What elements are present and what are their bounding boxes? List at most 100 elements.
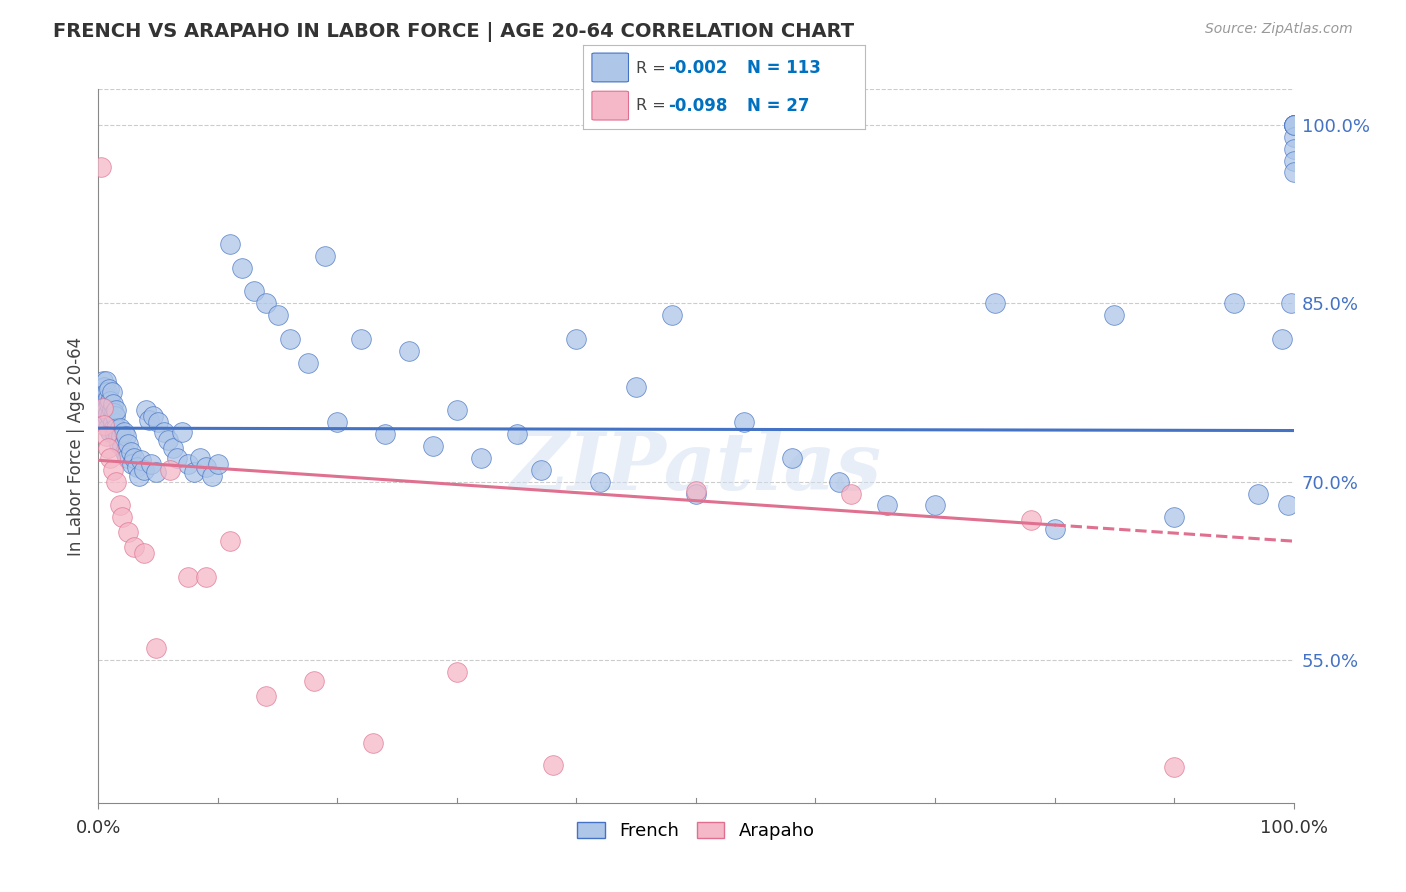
Point [115, 450, 138, 465]
Point [1282, 142, 1305, 156]
Point [94, 389, 117, 403]
Point [145, 465, 167, 479]
Point [138, 413, 160, 427]
Point [1282, 118, 1305, 132]
Point [828, 475, 851, 489]
Point [1247, 486, 1270, 500]
Point [94, 374, 117, 388]
Y-axis label: In Labor Force | Age 20-64: In Labor Force | Age 20-64 [66, 336, 84, 556]
Point [101, 463, 124, 477]
Point [103, 406, 125, 420]
Point [121, 457, 143, 471]
Point [124, 450, 146, 465]
Point [111, 439, 134, 453]
FancyBboxPatch shape [592, 91, 628, 120]
Point [97, 442, 120, 456]
Text: Source: ZipAtlas.com: Source: ZipAtlas.com [1205, 22, 1353, 37]
Point [350, 332, 373, 346]
Point [117, 436, 139, 450]
Point [363, 736, 385, 750]
Point [104, 427, 127, 442]
Point [422, 439, 444, 453]
Point [589, 475, 612, 489]
Point [685, 484, 707, 499]
FancyBboxPatch shape [592, 54, 628, 82]
Point [1277, 499, 1299, 513]
Point [93, 409, 115, 424]
Point [166, 450, 188, 465]
Point [1282, 118, 1305, 132]
Point [219, 534, 242, 549]
Point [780, 450, 803, 465]
Point [115, 429, 138, 443]
Point [91, 385, 114, 400]
Point [117, 524, 139, 539]
Point [148, 415, 170, 429]
Point [733, 415, 755, 429]
Point [446, 403, 468, 417]
Text: R =: R = [636, 61, 671, 76]
Point [162, 442, 184, 456]
Point [135, 403, 157, 417]
Point [626, 379, 648, 393]
Point [1282, 129, 1305, 144]
Point [108, 421, 131, 435]
Text: -0.098: -0.098 [668, 96, 727, 114]
Point [1043, 522, 1066, 536]
Point [159, 463, 181, 477]
Point [685, 486, 707, 500]
Point [326, 415, 349, 429]
Point [1163, 510, 1185, 524]
Text: FRENCH VS ARAPAHO IN LABOR FORCE | AGE 20-64 CORRELATION CHART: FRENCH VS ARAPAHO IN LABOR FORCE | AGE 2… [53, 22, 855, 42]
Point [1271, 332, 1294, 346]
Point [142, 409, 165, 424]
Point [131, 453, 153, 467]
Point [94, 415, 117, 429]
Point [91, 409, 114, 424]
Point [177, 457, 200, 471]
Point [100, 385, 122, 400]
Text: -0.002: -0.002 [668, 60, 727, 78]
Point [1282, 153, 1305, 168]
Point [565, 332, 588, 346]
Text: N = 27: N = 27 [747, 96, 808, 114]
Point [1279, 296, 1302, 310]
Point [98, 393, 122, 408]
Point [94, 403, 117, 417]
Point [93, 379, 115, 393]
Point [120, 445, 142, 459]
Point [876, 499, 898, 513]
Point [398, 343, 420, 358]
Point [177, 570, 200, 584]
Point [108, 499, 131, 513]
Text: N = 113: N = 113 [747, 60, 821, 78]
Point [112, 425, 135, 439]
Legend: French, Arapaho: French, Arapaho [571, 814, 821, 847]
Point [661, 308, 683, 322]
Point [195, 570, 218, 584]
Point [101, 397, 124, 411]
Point [188, 450, 211, 465]
Point [104, 409, 127, 424]
Point [114, 445, 136, 459]
Point [97, 421, 120, 435]
Point [105, 475, 128, 489]
Point [254, 296, 277, 310]
Point [96, 385, 118, 400]
Point [100, 403, 122, 417]
Point [105, 421, 128, 435]
Point [98, 409, 122, 424]
Text: ZIPatlas: ZIPatlas [510, 429, 882, 506]
Point [278, 332, 301, 346]
Point [145, 641, 167, 656]
Point [243, 285, 266, 299]
Point [841, 486, 863, 500]
Point [315, 249, 337, 263]
Point [128, 468, 150, 483]
Point [374, 427, 396, 442]
Point [98, 397, 121, 411]
Point [1104, 308, 1126, 322]
Point [201, 468, 224, 483]
Point [98, 382, 121, 396]
Point [110, 429, 132, 443]
